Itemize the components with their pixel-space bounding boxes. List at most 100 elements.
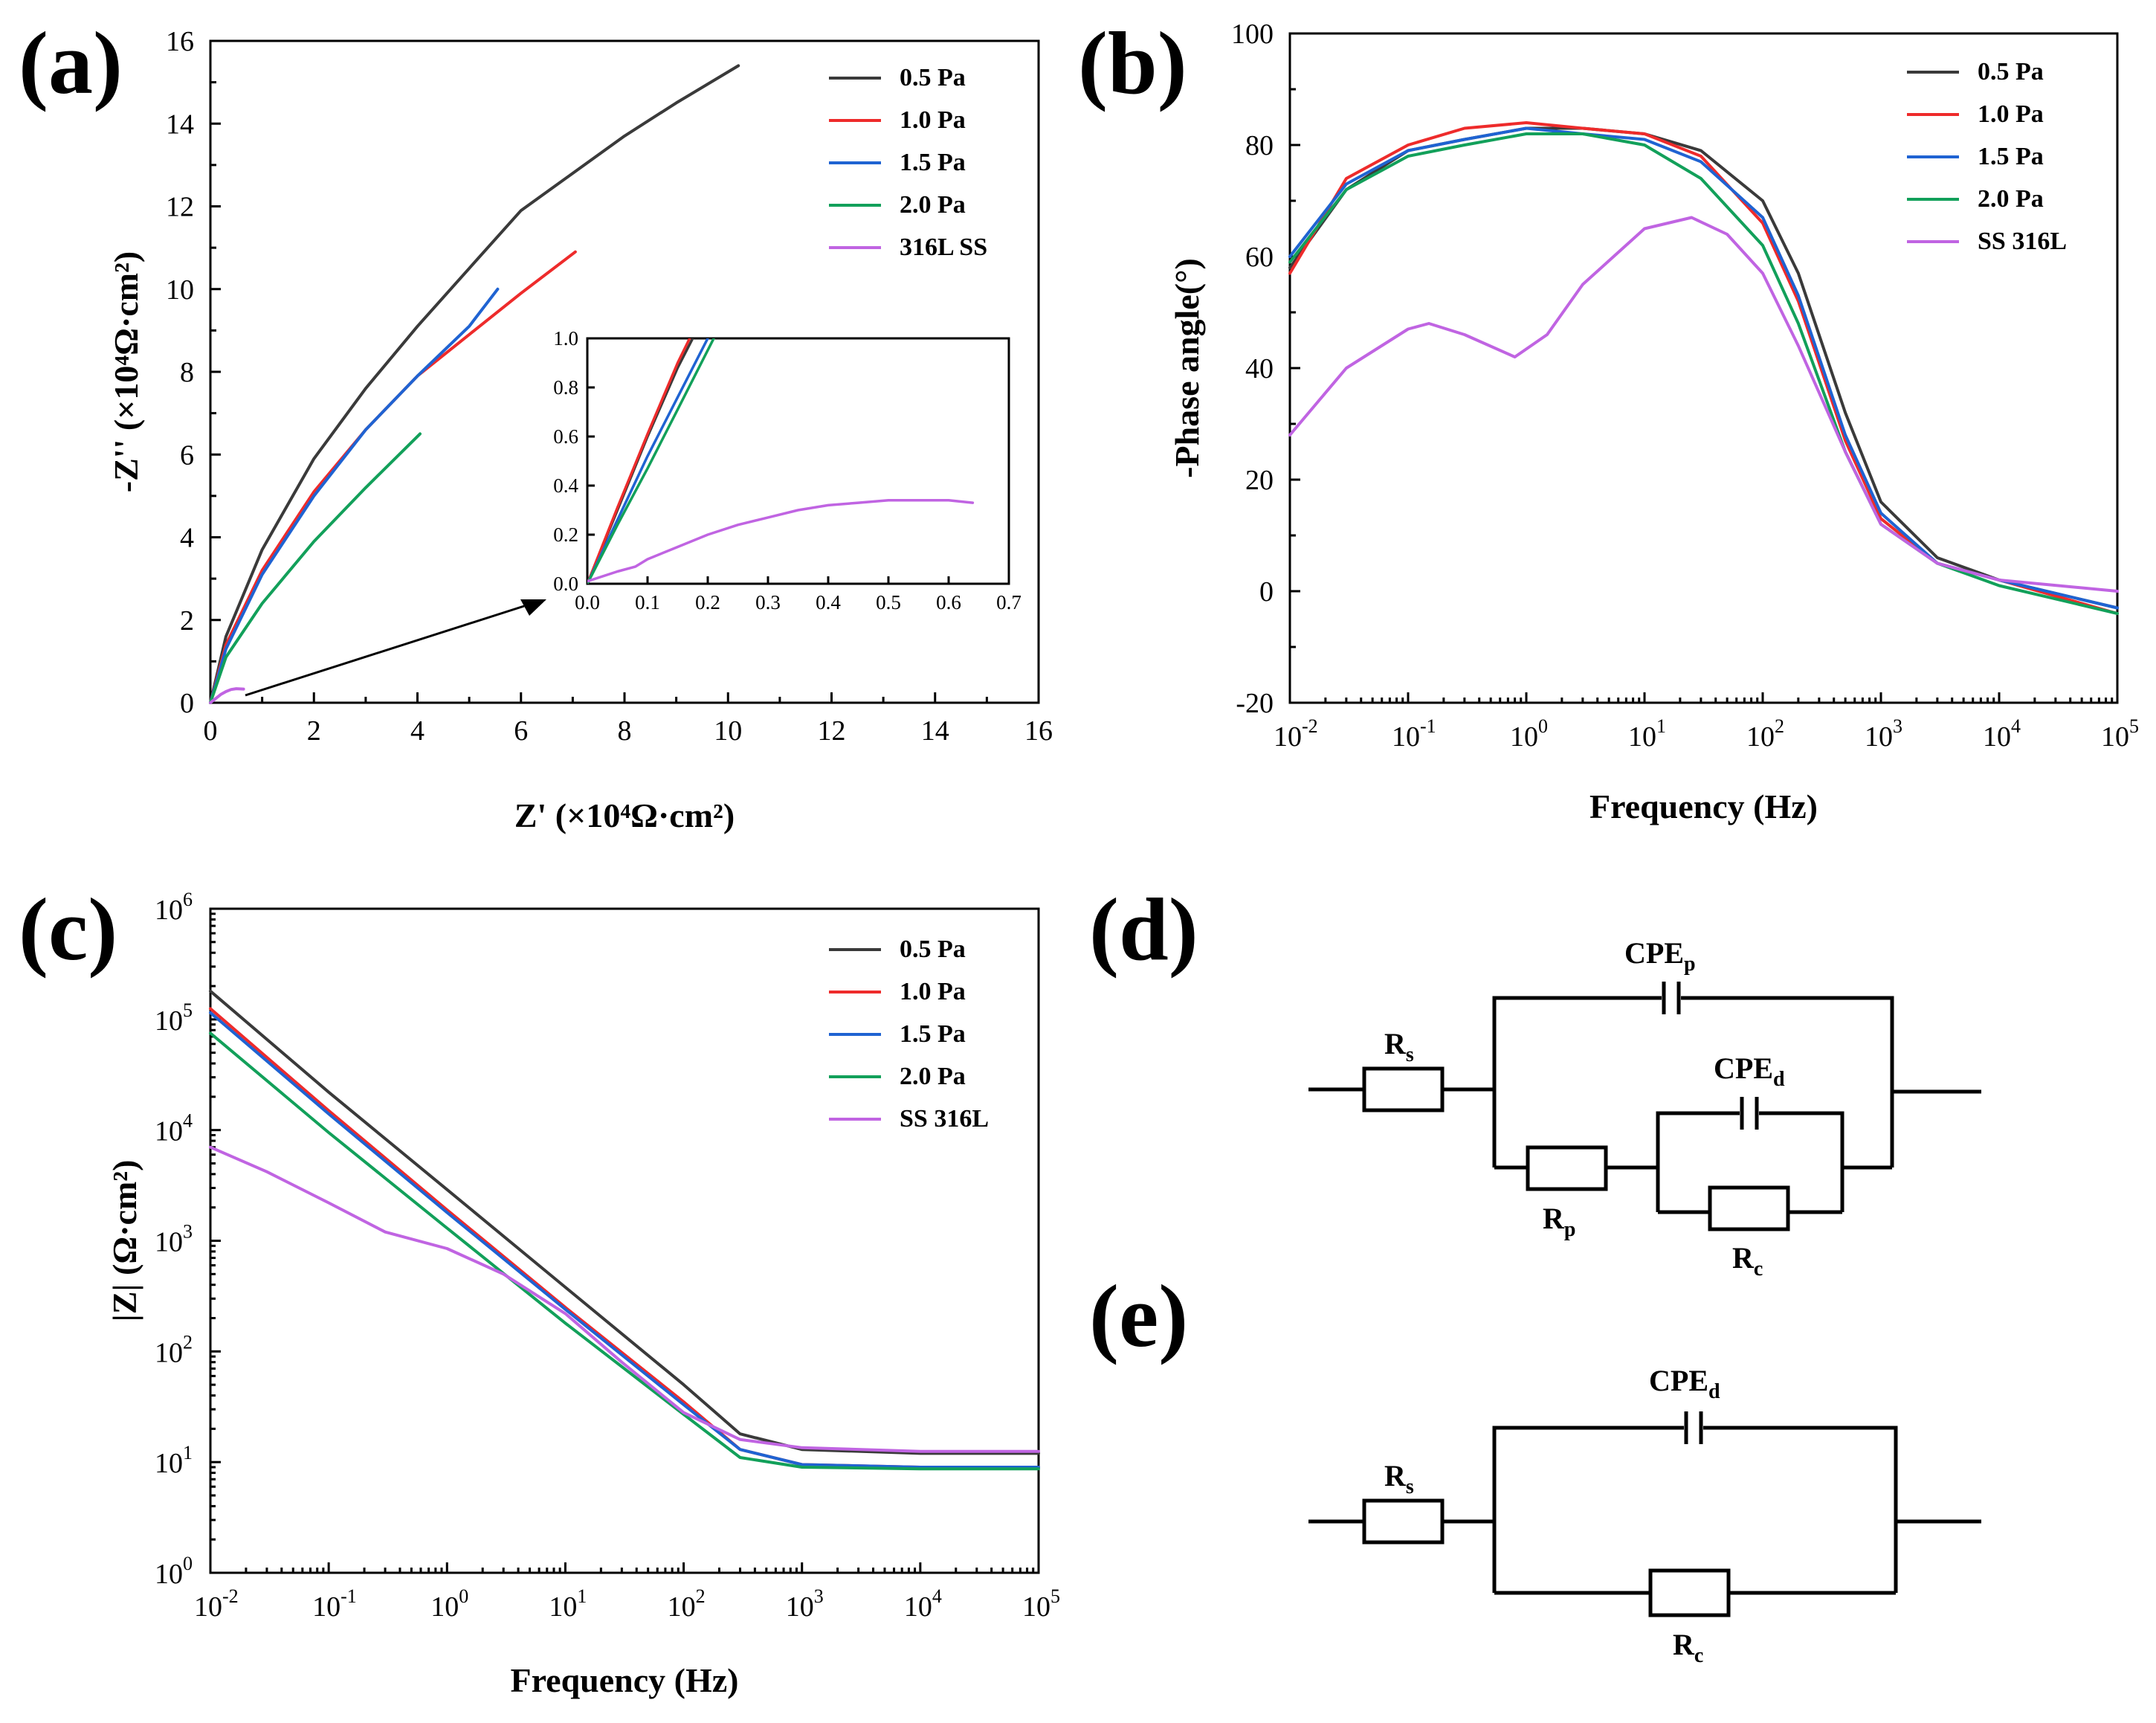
y-axis-label: -Z'' (×10⁴Ω·cm²) (107, 251, 145, 492)
y-tick-label: 14 (166, 109, 194, 140)
x-tick-label: 10 (714, 715, 742, 747)
y-tick-label: 0 (180, 688, 194, 719)
wire (1759, 1111, 1844, 1212)
inset-x-tick-label: 0.3 (755, 591, 781, 613)
label-rc: Rc (1673, 1628, 1703, 1667)
x-tick-label: 2 (307, 715, 321, 747)
y-tick-label: 106 (155, 889, 193, 926)
label-rp: Rp (1543, 1202, 1575, 1241)
y-tick-label: 100 (1231, 19, 1274, 50)
y-tick-label: 12 (166, 192, 194, 223)
resistor-rc (1708, 1185, 1790, 1231)
x-tick-label: 10-1 (312, 1585, 357, 1623)
inset-series-line (587, 338, 691, 584)
y-tick-label: 20 (1245, 465, 1274, 496)
x-tick-label: 104 (1983, 715, 2021, 753)
label-rs: Rs (1384, 1027, 1414, 1066)
inset-arrow-head (520, 599, 546, 616)
x-tick-label: 16 (1024, 715, 1053, 747)
y-tick-label: 0 (1259, 576, 1274, 608)
resistor-rc (1648, 1568, 1731, 1617)
y-tick-label: 16 (166, 26, 194, 57)
y-tick-label: 6 (180, 439, 194, 471)
x-tick-label: 6 (514, 715, 528, 747)
equivalent-circuit-d: Rs CPEp CPEd Rp Rc (1308, 936, 1981, 1281)
impedance-series-line (209, 1031, 1040, 1471)
legend-label: 2.0 Pa (900, 191, 966, 219)
resistor-rp (1526, 1145, 1608, 1191)
panel-label-a: (a) (19, 13, 123, 112)
nyquist-series-line (209, 432, 422, 704)
x-tick-label: 10-2 (1274, 715, 1318, 753)
x-axis-label: Frequency (Hz) (1589, 788, 1818, 825)
x-tick-label: 100 (430, 1585, 468, 1623)
panel-label-e: (e) (1089, 1266, 1188, 1365)
x-axis-label: Frequency (Hz) (510, 1661, 738, 1699)
panel-label-c: (c) (19, 880, 117, 979)
label-cpe-p: CPEp (1624, 936, 1696, 976)
phase-series-line (1288, 126, 2119, 610)
inset-frame (586, 337, 1010, 585)
inset-lines (587, 338, 975, 584)
wire (1492, 1426, 1684, 1593)
x-tick-label: 102 (1746, 715, 1784, 753)
y-axis-label: -Phase angle(°) (1168, 258, 1206, 478)
y-tick-label: 60 (1245, 242, 1274, 273)
y-tick-label: 105 (155, 999, 193, 1037)
x-tick-label: 103 (1865, 715, 1902, 753)
y-tick-label: 8 (180, 357, 194, 388)
y-tick-label: 4 (180, 523, 194, 554)
inset-series-line (587, 338, 709, 584)
y-tick-label: 2 (180, 605, 194, 637)
label-rc: Rc (1732, 1241, 1763, 1281)
x-tick-label: 101 (549, 1585, 587, 1623)
panel-label-b: (b) (1078, 13, 1187, 112)
y-tick-label: -20 (1236, 688, 1274, 719)
impedance-series-line (209, 1145, 1040, 1453)
x-tick-label: 12 (818, 715, 846, 747)
bode-impedance-chart: 10-2 10-1 100 101 102 103 104 105 100 101 102 103 10… (106, 889, 1060, 1699)
legend-label: 2.0 Pa (1978, 185, 2044, 213)
inset-series-line (587, 499, 975, 583)
wire (1703, 1426, 1898, 1593)
inset-x-tick-label: 0.6 (936, 591, 961, 613)
legend-label: 2.0 Pa (900, 1063, 966, 1090)
legend-label: 0.5 Pa (900, 935, 966, 963)
x-tick-label: 105 (2101, 715, 2139, 753)
x-tick-label: 104 (904, 1585, 942, 1623)
resistor-rs (1362, 1066, 1445, 1112)
x-tick-label: 103 (786, 1585, 824, 1623)
x-tick-label: 10-2 (194, 1585, 239, 1623)
nyquist-series-line (209, 250, 577, 704)
inset-y-tick-label: 0.2 (553, 524, 578, 546)
plot-frame (209, 907, 1040, 1574)
label-cpe-d: CPEd (1649, 1364, 1720, 1403)
inset-y-tick-label: 0.4 (553, 474, 578, 497)
y-tick-label: 40 (1245, 353, 1274, 384)
x-tick-label: 105 (1022, 1585, 1060, 1623)
x-tick-label: 4 (410, 715, 425, 747)
resistor-rs (1362, 1498, 1445, 1545)
inset-y-tick-label: 1.0 (553, 327, 578, 350)
y-tick-label: 102 (155, 1331, 193, 1368)
legend-label: 1.5 Pa (1978, 143, 2044, 170)
inset-x-tick-label: 0.4 (816, 591, 841, 613)
inset-y-tick-label: 0.0 (553, 573, 578, 595)
x-tick-label: 100 (1510, 715, 1548, 753)
x-tick-label: 101 (1628, 715, 1666, 753)
bode-phase-chart: 10-2 10-1 100 101 102 103 104 105 -20 0 20 40 60 80 10… (1168, 19, 2139, 825)
y-tick-label: 100 (155, 1553, 193, 1590)
inset-plot: 0.0 0.1 0.2 0.3 0.4 0.5 0.6 0.7 0.0 0.2 0.4 0.6 0.8 1… (553, 327, 1021, 613)
inset-x-tick-label: 0.1 (635, 591, 660, 613)
y-tick-label: 104 (155, 1110, 193, 1147)
x-tick-label: 10-1 (1392, 715, 1436, 753)
nyquist-series-line (209, 287, 500, 704)
plot-frame (1288, 32, 2119, 704)
legend-label: 1.0 Pa (900, 106, 966, 134)
y-tick-label: 80 (1245, 130, 1274, 161)
x-axis-label: Z' (×10⁴Ω·cm²) (514, 796, 735, 834)
wire (1492, 996, 1662, 1168)
x-tick-label: 102 (668, 1585, 706, 1623)
legend-label: 0.5 Pa (1978, 58, 2044, 86)
